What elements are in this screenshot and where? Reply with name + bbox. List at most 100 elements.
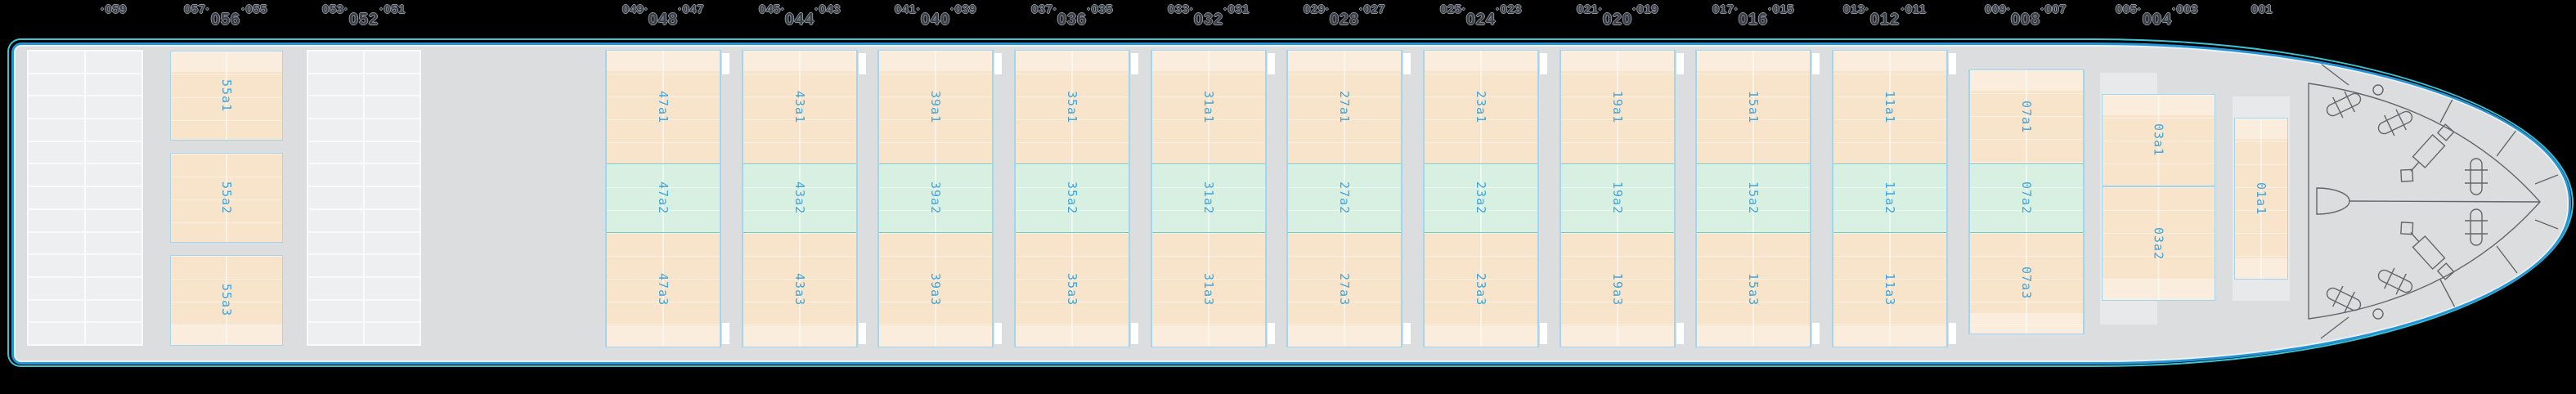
deck-circle-icon bbox=[2373, 309, 2383, 319]
bay-number-041: 041· bbox=[894, 2, 922, 16]
bay-block-label: 31a2 bbox=[1201, 181, 1216, 215]
bay-block-15a1[interactable]: 15a1 bbox=[1697, 51, 1810, 163]
bay-number-020: 020 bbox=[1602, 11, 1633, 29]
bay-number-016: 016 bbox=[1738, 11, 1769, 29]
bay-block-label: 27a1 bbox=[1337, 90, 1352, 124]
deck-cell bbox=[365, 187, 420, 208]
bay-number-049: 049· bbox=[622, 2, 649, 16]
frame-tick-icon bbox=[2440, 280, 2456, 309]
bay-number-027: ·027 bbox=[1358, 2, 1386, 16]
fairlead-icon bbox=[2464, 158, 2488, 195]
bay-block-label: 39a2 bbox=[928, 181, 943, 215]
bay-block-43a3[interactable]: 43a3 bbox=[743, 233, 856, 347]
deck-cell bbox=[29, 255, 84, 276]
deck-cell bbox=[29, 187, 84, 208]
bay-number-015: ·015 bbox=[1767, 2, 1795, 16]
bay-block-07a1[interactable]: 07a1 bbox=[1970, 70, 2083, 163]
bay-block-23a2[interactable]: 23a2 bbox=[1425, 163, 1537, 233]
deck-cell bbox=[308, 255, 363, 276]
bay-block-11a2[interactable]: 11a2 bbox=[1833, 163, 1946, 233]
bay-number-031: ·031 bbox=[1223, 2, 1250, 16]
bay-block-label: 19a2 bbox=[1610, 181, 1625, 215]
bay-block-07a3[interactable]: 07a3 bbox=[1970, 233, 2083, 334]
deck-cell bbox=[86, 300, 141, 322]
bay-block-label: 07a2 bbox=[2019, 181, 2034, 215]
bay-block-23a3[interactable]: 23a3 bbox=[1425, 233, 1537, 347]
deck-cell bbox=[86, 232, 141, 254]
deck-cell bbox=[308, 323, 363, 344]
bay-block-15a2[interactable]: 15a2 bbox=[1697, 163, 1810, 233]
bay-block-43a2[interactable]: 43a2 bbox=[743, 163, 856, 233]
bay-block-label: 47a3 bbox=[656, 273, 671, 307]
bay-block-35a2[interactable]: 35a2 bbox=[1016, 163, 1129, 233]
bay-block-35a1[interactable]: 35a1 bbox=[1016, 51, 1129, 163]
bay-number-033: 033· bbox=[1167, 2, 1195, 16]
mooring-winch-icon bbox=[2395, 123, 2456, 187]
bay-block-55a1[interactable]: 55a1 bbox=[170, 51, 283, 141]
deck-cell bbox=[308, 300, 363, 322]
bay-block-35a3[interactable]: 35a3 bbox=[1016, 233, 1129, 347]
bay-block-label: 39a1 bbox=[928, 90, 943, 124]
bay-number-032: 032 bbox=[1193, 11, 1224, 29]
bay-block-23a1[interactable]: 23a1 bbox=[1425, 51, 1537, 163]
deck-cell bbox=[308, 141, 363, 163]
bay-number-059: ·059 bbox=[100, 2, 128, 16]
bay-block-19a3[interactable]: 19a3 bbox=[1561, 233, 1674, 347]
frame-tick-icon bbox=[2497, 246, 2517, 273]
deck-cell bbox=[29, 232, 84, 254]
frame-tick-icon bbox=[2321, 64, 2349, 85]
bay-block-label: 01a1 bbox=[2254, 181, 2269, 216]
bay-block-03a1[interactable]: 03a1 bbox=[2102, 94, 2215, 186]
bay-block-39a1[interactable]: 39a1 bbox=[879, 51, 992, 163]
bay-block-27a2[interactable]: 27a2 bbox=[1288, 163, 1401, 233]
bay-block-43a1[interactable]: 43a1 bbox=[743, 51, 856, 163]
bay-block-07a2[interactable]: 07a2 bbox=[1970, 163, 2083, 233]
hull-outline-teal bbox=[7, 38, 2574, 367]
bay-block-27a1[interactable]: 27a1 bbox=[1288, 51, 1401, 163]
deck-cell bbox=[86, 51, 141, 73]
bay-block-19a2[interactable]: 19a2 bbox=[1561, 163, 1674, 233]
bay-block-label: 07a1 bbox=[2019, 100, 2034, 134]
bay-block-label: 07a3 bbox=[2019, 266, 2034, 300]
bay-number-011: ·011 bbox=[1901, 2, 1927, 16]
frame-tick-icon bbox=[2535, 220, 2558, 229]
deck-cell bbox=[365, 51, 420, 73]
deck-cell bbox=[86, 255, 141, 276]
bay-block-47a3[interactable]: 47a3 bbox=[607, 233, 720, 347]
bay-block-31a1[interactable]: 31a1 bbox=[1152, 51, 1265, 163]
deck-cell bbox=[29, 323, 84, 344]
bay-block-39a2[interactable]: 39a2 bbox=[879, 163, 992, 233]
bay-block-01a1[interactable]: 01a1 bbox=[2234, 118, 2288, 280]
bay-number-019: ·019 bbox=[1631, 2, 1659, 16]
bay-block-11a1[interactable]: 11a1 bbox=[1833, 51, 1946, 163]
bay-block-label: 15a3 bbox=[1746, 273, 1761, 307]
bay-block-31a3[interactable]: 31a3 bbox=[1152, 233, 1265, 347]
bay-block-19a1[interactable]: 19a1 bbox=[1561, 51, 1674, 163]
deck-cell bbox=[308, 277, 363, 299]
bay-block-label: 47a1 bbox=[656, 90, 671, 124]
mast-platform-icon bbox=[2317, 188, 2349, 214]
bay-block-label: 23a2 bbox=[1474, 181, 1488, 215]
frame-tick-icon bbox=[2535, 175, 2558, 184]
mooring-bollard-icon bbox=[2373, 262, 2417, 300]
bay-number-056: 056 bbox=[210, 11, 241, 29]
bay-block-15a3[interactable]: 15a3 bbox=[1697, 233, 1810, 347]
bay-block-27a3[interactable]: 27a3 bbox=[1288, 233, 1401, 347]
bay-block-label: 43a2 bbox=[792, 181, 807, 215]
bay-block-47a2[interactable]: 47a2 bbox=[607, 163, 720, 233]
bay-block-31a2[interactable]: 31a2 bbox=[1152, 163, 1265, 233]
bay-block-label: 11a2 bbox=[1883, 181, 1897, 215]
bay-block-03a2[interactable]: 03a2 bbox=[2102, 186, 2215, 301]
bay-block-39a3[interactable]: 39a3 bbox=[879, 233, 992, 347]
deck-cell bbox=[29, 119, 84, 141]
deck-cell bbox=[86, 74, 141, 96]
bay-block-11a3[interactable]: 11a3 bbox=[1833, 233, 1946, 347]
bay-block-label: 03a2 bbox=[2151, 226, 2166, 261]
bay-block-47a1[interactable]: 47a1 bbox=[607, 51, 720, 163]
bay-number-004: 004 bbox=[2142, 11, 2173, 29]
bay-number-024: 024 bbox=[1465, 11, 1497, 29]
bay-block-55a3[interactable]: 55a3 bbox=[170, 255, 283, 346]
bay-block-55a2[interactable]: 55a2 bbox=[170, 153, 283, 243]
deck-cell bbox=[86, 323, 141, 344]
